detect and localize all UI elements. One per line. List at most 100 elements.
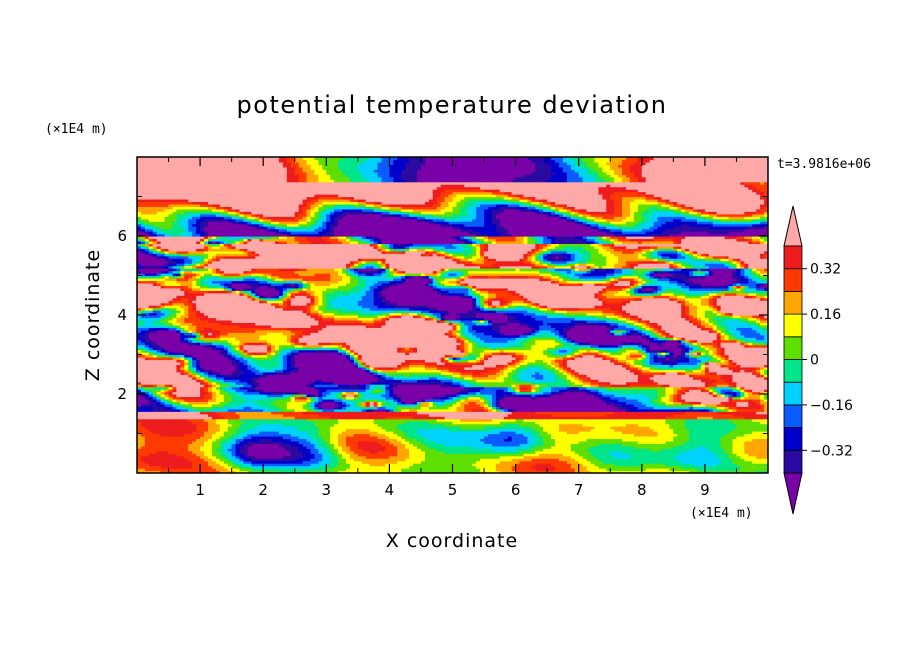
contour-cell xyxy=(184,260,189,264)
contour-cell xyxy=(160,166,166,170)
contour-cell xyxy=(184,465,189,469)
contour-cell xyxy=(148,159,154,163)
contour-cell xyxy=(137,243,142,247)
contour-cell xyxy=(156,364,162,368)
contour-cell xyxy=(160,221,166,225)
contour-cell xyxy=(188,384,193,388)
contour-cell xyxy=(180,176,185,180)
contour-cell xyxy=(140,319,146,324)
contour-cell xyxy=(172,275,178,279)
contour-cell xyxy=(140,255,146,259)
contour-cell xyxy=(144,236,150,240)
contour-cell xyxy=(176,327,181,331)
contour-cell xyxy=(164,374,170,378)
contour-cell xyxy=(156,179,162,183)
contour-cell xyxy=(188,433,193,437)
contour-cell xyxy=(160,354,166,358)
contour-cell xyxy=(152,277,158,282)
contour-cell xyxy=(144,265,150,269)
contour-cell xyxy=(137,258,142,262)
contour-cell xyxy=(176,352,181,356)
contour-cell xyxy=(160,243,166,247)
contour-cell xyxy=(184,435,189,440)
contour-cell xyxy=(168,460,174,464)
contour-cell xyxy=(152,347,158,351)
contour-cell xyxy=(168,181,174,185)
contour-cell xyxy=(164,218,170,222)
contour-cell xyxy=(148,411,154,415)
contour-cell xyxy=(184,226,189,230)
contour-cell xyxy=(164,371,170,375)
contour-cell xyxy=(168,310,174,314)
contour-cell xyxy=(176,339,181,343)
contour-cell xyxy=(184,297,189,301)
contour-cell xyxy=(188,347,193,351)
contour-cell xyxy=(160,347,166,351)
contour-cell xyxy=(140,174,146,178)
contour-cell xyxy=(176,443,181,447)
contour-cell xyxy=(164,352,170,356)
contour-cell xyxy=(148,332,154,336)
contour-cell xyxy=(144,389,150,393)
contour-cell xyxy=(164,191,170,195)
contour-cell xyxy=(148,196,154,200)
contour-cell xyxy=(144,216,150,220)
contour-cell xyxy=(164,292,170,296)
contour-cell xyxy=(152,253,158,257)
contour-cell xyxy=(172,213,178,217)
contour-cell xyxy=(137,211,142,215)
contour-cell xyxy=(184,384,189,388)
contour-cell xyxy=(164,349,170,353)
contour-cell xyxy=(160,258,166,262)
contour-cell xyxy=(168,312,174,316)
contour-cell xyxy=(176,374,181,378)
contour-cell xyxy=(152,290,158,294)
contour-cell xyxy=(164,319,170,324)
contour-cell xyxy=(164,386,170,390)
contour-cell xyxy=(152,157,158,161)
contour-cell xyxy=(172,238,178,242)
contour-cell xyxy=(152,463,158,467)
contour-cell xyxy=(180,174,185,178)
contour-cell xyxy=(164,347,170,351)
contour-cell xyxy=(156,403,162,407)
contour-cell xyxy=(164,411,170,415)
contour-cell xyxy=(180,443,185,447)
contour-cell xyxy=(160,344,166,348)
contour-cell xyxy=(152,398,158,403)
contour-cell xyxy=(188,386,193,390)
contour-cell xyxy=(152,161,158,166)
contour-cell xyxy=(152,381,158,385)
contour-cell xyxy=(188,352,193,356)
contour-cell xyxy=(144,208,150,212)
contour-cell xyxy=(176,292,181,296)
contour-cell xyxy=(137,411,142,415)
contour-cell xyxy=(156,196,162,200)
contour-cell xyxy=(168,356,174,361)
contour-cell xyxy=(140,356,146,361)
contour-cell xyxy=(137,161,142,166)
contour-cell xyxy=(172,265,178,269)
contour-cell xyxy=(140,413,146,417)
contour-cell xyxy=(148,221,154,225)
contour-cell xyxy=(168,216,174,220)
contour-cell xyxy=(152,260,158,264)
contour-cell xyxy=(172,186,178,190)
contour-cell xyxy=(188,300,193,304)
contour-cell xyxy=(152,344,158,348)
contour-cell xyxy=(160,282,166,286)
contour-cell xyxy=(168,253,174,257)
contour-cell xyxy=(137,416,142,420)
contour-cell xyxy=(188,453,193,457)
contour-cell xyxy=(152,384,158,388)
contour-cell xyxy=(137,450,142,454)
contour-cell xyxy=(168,258,174,262)
contour-cell xyxy=(180,194,185,198)
contour-cell xyxy=(152,236,158,240)
contour-cell xyxy=(172,394,178,398)
contour-cell xyxy=(137,361,142,365)
contour-cell xyxy=(156,166,162,170)
contour-cell xyxy=(184,203,189,207)
contour-cell xyxy=(137,327,142,331)
contour-cell xyxy=(148,391,154,395)
